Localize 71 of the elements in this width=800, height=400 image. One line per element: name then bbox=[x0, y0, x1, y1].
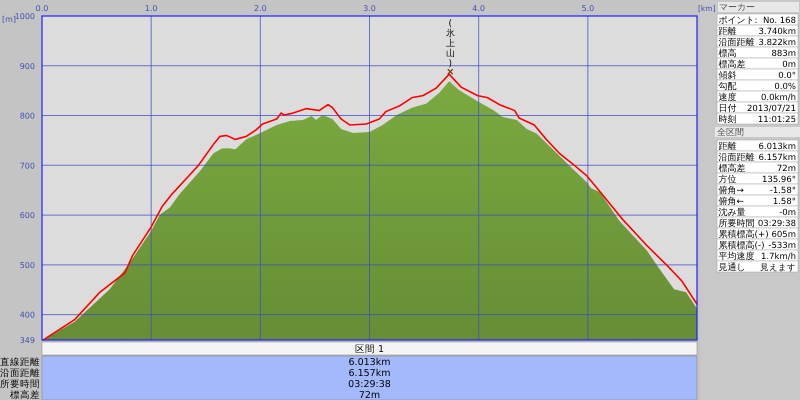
text: 沈み量 bbox=[718, 207, 746, 218]
text: 03:29:38 bbox=[758, 219, 796, 229]
text: 3.822km bbox=[758, 38, 796, 48]
text: 03:29:38 bbox=[348, 379, 391, 390]
text: 所要時間 bbox=[718, 218, 754, 229]
y-tick-label: 600 bbox=[20, 211, 35, 220]
text: 605m bbox=[771, 230, 796, 240]
text: -0m bbox=[779, 208, 796, 218]
text: 標高差 bbox=[10, 389, 40, 400]
text: 時刻 bbox=[718, 114, 736, 125]
text: 累積標高(+) bbox=[718, 229, 769, 240]
x-tick-label: 5.0 bbox=[581, 4, 594, 13]
text: 沿面距離 bbox=[718, 152, 754, 163]
text: 6.013km bbox=[758, 142, 796, 152]
x-tick-label: 2.0 bbox=[254, 4, 267, 13]
y-tick-label: 900 bbox=[20, 62, 35, 71]
x-tick-label: 4.0 bbox=[472, 4, 486, 13]
y-tick-label: 400 bbox=[20, 310, 35, 320]
text: 135.96° bbox=[762, 175, 796, 185]
text: 平均速度 bbox=[718, 251, 754, 262]
x-tick-label: 0.0 bbox=[36, 4, 48, 13]
y-tick-label: 800 bbox=[20, 112, 35, 121]
text: 俯角← bbox=[718, 196, 744, 207]
text: 72m bbox=[358, 390, 380, 400]
text: 2013/07/21 bbox=[747, 104, 796, 114]
annotation: (氷上山) bbox=[446, 19, 455, 70]
text: 0.0% bbox=[774, 82, 796, 92]
y-tick-label: 1000 bbox=[14, 12, 35, 21]
text: 累積標高(-) bbox=[718, 240, 765, 251]
text: 6.013km bbox=[348, 357, 390, 368]
text: 6.157km bbox=[348, 368, 390, 379]
text: ポイント: bbox=[718, 16, 758, 26]
text: 1.58° bbox=[772, 197, 796, 207]
text: 883m bbox=[771, 49, 796, 59]
text: 全区間 bbox=[717, 127, 744, 138]
text: -1.58° bbox=[770, 186, 796, 196]
text: 11:01:25 bbox=[758, 115, 796, 125]
text: 標高差 bbox=[718, 59, 746, 70]
text: 72m bbox=[776, 164, 796, 174]
text: No. 168 bbox=[762, 16, 796, 26]
y-tick-label: 700 bbox=[20, 161, 35, 170]
text: 日付 bbox=[718, 103, 736, 114]
text: 速度 bbox=[718, 92, 736, 103]
text: 俯角→ bbox=[718, 185, 744, 196]
text: 0m bbox=[782, 60, 796, 70]
x-tick-label: 3.0 bbox=[363, 4, 376, 13]
text: 見えます bbox=[760, 262, 796, 273]
text: 傾斜 bbox=[718, 70, 736, 81]
text: 所要時間 bbox=[0, 378, 40, 390]
text: 直線距離 bbox=[0, 356, 40, 368]
y-tick-label: 349 bbox=[20, 336, 35, 345]
text: 距離 bbox=[718, 141, 736, 152]
text: -533m bbox=[768, 241, 796, 251]
x-tick-label: 1.0 bbox=[144, 4, 158, 13]
text: マーカー bbox=[719, 3, 755, 13]
y-tick-label: 500 bbox=[20, 260, 35, 270]
text: 0.0km/h bbox=[761, 93, 796, 103]
text: 距離 bbox=[718, 26, 736, 37]
text: 沿面距離 bbox=[718, 37, 754, 48]
text: 1.7km/h bbox=[761, 252, 796, 262]
text: 6.157km bbox=[758, 153, 796, 163]
text: 区間 1 bbox=[354, 344, 384, 355]
text: 勾配 bbox=[718, 81, 736, 92]
y-axis-title: [m] bbox=[2, 15, 16, 24]
text: 方位 bbox=[718, 174, 736, 185]
text: 標高差 bbox=[718, 163, 746, 174]
text: 沿面距離 bbox=[0, 367, 40, 379]
text: 3.740km bbox=[758, 27, 796, 37]
text: 見通し bbox=[718, 262, 746, 273]
text: 0.0° bbox=[778, 71, 796, 81]
text: 標高 bbox=[718, 48, 736, 59]
